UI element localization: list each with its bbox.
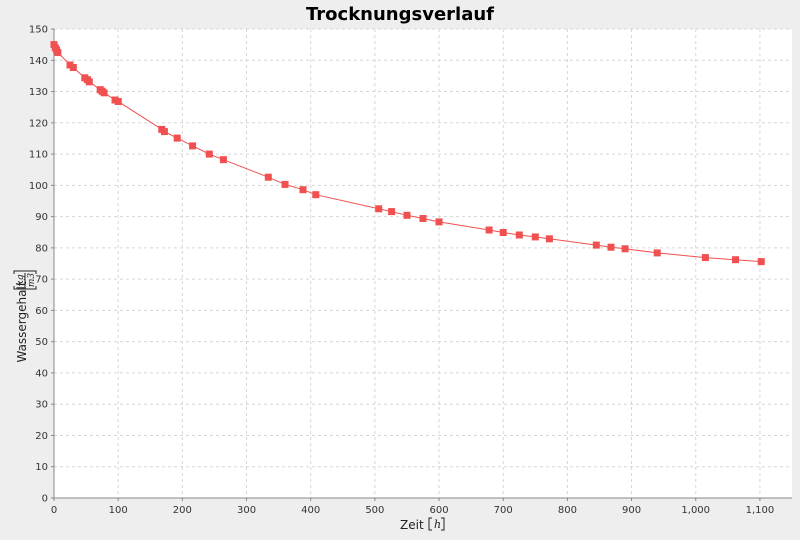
- data-point: [160, 128, 168, 136]
- y-tick-label: 150: [29, 25, 48, 36]
- x-tick-label: 500: [365, 505, 384, 516]
- data-point: [114, 98, 122, 105]
- data-series: [50, 41, 765, 266]
- data-point: [100, 89, 108, 97]
- data-point: [264, 173, 272, 181]
- x-axis-label-group: Zeit h: [400, 517, 445, 532]
- x-tick-label: 800: [558, 505, 577, 516]
- y-tick-label: 0: [42, 494, 48, 505]
- y-tick-label: 110: [29, 150, 48, 161]
- x-tick-label: 300: [237, 505, 256, 516]
- data-point: [499, 229, 507, 236]
- data-point: [607, 243, 615, 251]
- axes: [53, 29, 792, 499]
- data-point: [403, 211, 411, 219]
- data-point: [299, 186, 307, 194]
- data-point: [435, 218, 443, 226]
- x-tick-label: 600: [429, 505, 448, 516]
- x-unit-bracket-left: [428, 517, 432, 531]
- data-point: [485, 226, 493, 234]
- y-unit-bracket-right: [13, 270, 37, 274]
- y-tick-label: 40: [35, 368, 48, 379]
- data-point: [69, 64, 77, 71]
- y-axis-label: Wassergehalt: [15, 281, 29, 362]
- data-point: [515, 231, 523, 239]
- y-tick-label: 120: [29, 118, 48, 129]
- data-point: [375, 205, 383, 213]
- y-tick-label: 20: [35, 431, 48, 442]
- y-tick-label: 50: [35, 337, 48, 348]
- y-tick-label: 100: [29, 181, 48, 192]
- data-point: [205, 150, 213, 158]
- x-tick-label: 200: [173, 505, 192, 516]
- data-point: [189, 142, 197, 150]
- data-point: [388, 208, 396, 216]
- x-tick-label: 1,000: [681, 505, 710, 516]
- x-unit-bracket-right: [441, 517, 445, 531]
- x-axis-unit: h: [434, 518, 441, 531]
- data-point: [531, 233, 539, 241]
- data-point: [653, 249, 661, 257]
- y-tick-label: 90: [35, 212, 48, 223]
- data-point: [592, 241, 600, 249]
- x-tick-label: 1,100: [746, 505, 775, 516]
- data-point: [312, 191, 320, 199]
- chart-title: Trocknungsverlauf: [306, 4, 494, 25]
- y-tick-label: 10: [35, 462, 48, 473]
- y-tick-label: 60: [35, 306, 48, 317]
- data-point: [419, 215, 427, 222]
- data-point: [732, 256, 739, 264]
- y-tick-label: 70: [35, 275, 48, 286]
- y-unit-denominator: m3: [27, 273, 37, 288]
- grid-lines: [54, 28, 792, 498]
- x-tick-label: 700: [494, 505, 513, 516]
- x-tick-label: 0: [51, 505, 57, 516]
- x-axis-ticks: 0 100 200 300 400 500 600 700 800 900 1,000 1,100: [51, 498, 774, 516]
- y-unit-numerator: kg: [16, 274, 26, 285]
- data-point: [701, 254, 709, 262]
- plot-area: [54, 29, 792, 498]
- y-axis-ticks: 0 10 20 30 40 50 60 70 80 90 100 110 120 130 140 150: [29, 25, 54, 505]
- x-tick-label: 100: [109, 505, 128, 516]
- data-point: [281, 180, 289, 188]
- y-tick-label: 140: [29, 56, 48, 67]
- y-axis-label-group: Wassergehalt kg m3: [13, 270, 37, 363]
- data-point: [54, 49, 62, 56]
- data-point: [173, 134, 181, 142]
- data-point: [757, 258, 765, 266]
- y-tick-label: 30: [35, 400, 48, 411]
- y-tick-label: 80: [35, 243, 48, 254]
- y-unit-bracket-left: [13, 286, 37, 290]
- data-point: [219, 156, 227, 164]
- x-axis-label: Zeit: [400, 518, 424, 532]
- y-tick-label: 130: [29, 87, 48, 98]
- x-tick-label: 400: [301, 505, 320, 516]
- x-tick-label: 900: [622, 505, 641, 516]
- data-point: [621, 245, 629, 253]
- data-point: [85, 78, 93, 86]
- data-point: [545, 235, 553, 243]
